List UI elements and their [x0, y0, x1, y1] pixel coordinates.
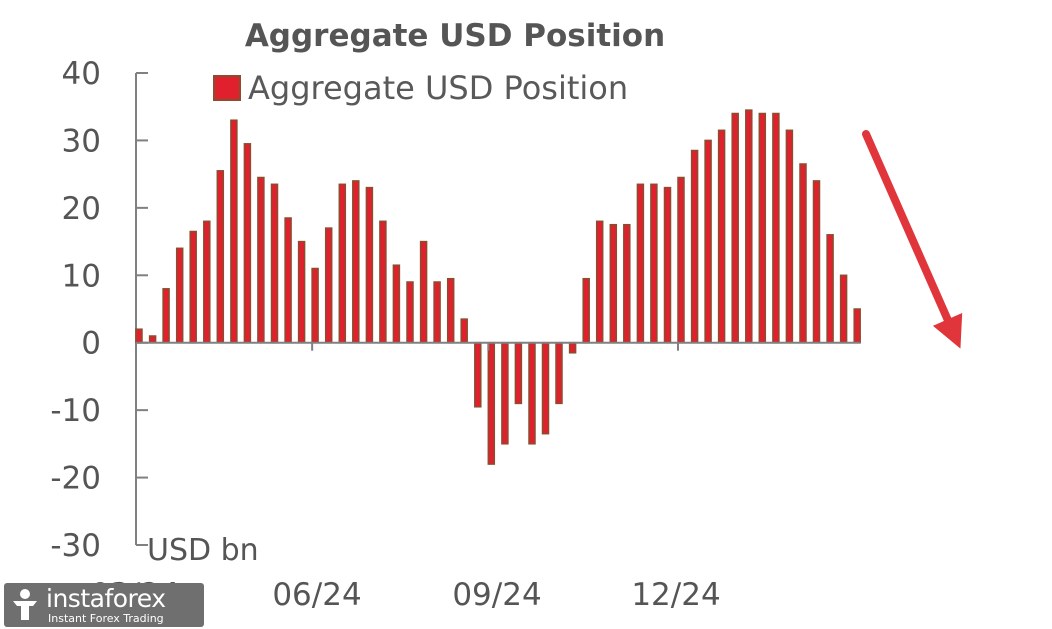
y-tick-label: 20 — [62, 191, 101, 227]
bar — [758, 112, 767, 344]
legend-swatch — [213, 75, 241, 101]
bar — [203, 220, 211, 344]
bar — [419, 240, 428, 344]
bar — [677, 176, 685, 344]
bar — [663, 186, 672, 344]
bar — [826, 234, 834, 344]
bar — [555, 341, 563, 405]
bar — [433, 281, 441, 344]
bar — [717, 129, 726, 344]
watermark-name: instaforex — [46, 584, 166, 613]
bar — [392, 264, 401, 344]
bar — [352, 180, 360, 344]
bar — [284, 217, 292, 344]
bar — [365, 186, 374, 344]
bar — [406, 281, 414, 344]
bar — [297, 240, 306, 344]
x-tick-label: 12/24 — [631, 577, 720, 613]
bar — [528, 341, 536, 445]
bar — [609, 223, 618, 344]
y-axis-unit-label: USD bn — [147, 533, 259, 568]
bar — [595, 220, 604, 344]
bar — [175, 247, 184, 344]
bar — [189, 230, 197, 344]
bar — [338, 183, 347, 344]
bar — [650, 183, 658, 344]
bar — [135, 328, 143, 344]
bar — [623, 223, 631, 344]
chart-title: Aggregate USD Position — [245, 18, 665, 54]
bar — [216, 170, 225, 344]
bar — [501, 341, 509, 445]
y-axis: 40 30 20 10 0 -10 -20 -30 — [50, 56, 148, 564]
bar — [582, 277, 590, 344]
y-tick-label: 30 — [62, 123, 101, 159]
bar — [839, 274, 848, 344]
bar — [243, 143, 252, 344]
y-tick-label: -10 — [50, 393, 101, 429]
bar — [799, 163, 807, 344]
x-tick-label: 06/24 — [272, 577, 361, 613]
bar — [772, 112, 780, 344]
bar — [324, 227, 333, 344]
y-tick-label: 10 — [62, 258, 101, 294]
bar — [812, 180, 821, 344]
y-tick-label: -20 — [50, 461, 101, 497]
bar — [636, 183, 645, 344]
bar — [514, 341, 523, 405]
legend-label: Aggregate USD Position — [248, 69, 628, 107]
bar — [745, 109, 753, 344]
bars — [135, 109, 861, 465]
bar — [379, 220, 387, 344]
instaforex-logo-icon — [13, 589, 37, 620]
bar — [487, 341, 496, 465]
watermark-logo: instaforex Instant Forex Trading — [4, 583, 204, 627]
bar — [148, 335, 157, 344]
trend-arrow — [862, 130, 963, 349]
bar — [568, 341, 577, 354]
y-tick-label: 40 — [62, 56, 101, 92]
watermark-tagline: Instant Forex Trading — [48, 612, 164, 625]
bar — [446, 277, 455, 344]
bar — [230, 119, 238, 344]
y-tick-label: -30 — [50, 528, 101, 564]
bar — [460, 318, 468, 344]
bar — [704, 139, 712, 344]
bar — [311, 267, 319, 344]
x-tick-label: 09/24 — [452, 577, 541, 613]
bar — [785, 129, 794, 344]
bar — [541, 341, 550, 435]
y-tick-label: 0 — [81, 326, 101, 362]
bar — [853, 308, 861, 344]
bar — [731, 112, 739, 344]
bar — [474, 341, 482, 408]
bar — [257, 176, 265, 344]
bar — [162, 288, 170, 344]
bar — [270, 183, 279, 344]
bar — [690, 149, 699, 344]
chart-legend: Aggregate USD Position — [213, 69, 628, 107]
